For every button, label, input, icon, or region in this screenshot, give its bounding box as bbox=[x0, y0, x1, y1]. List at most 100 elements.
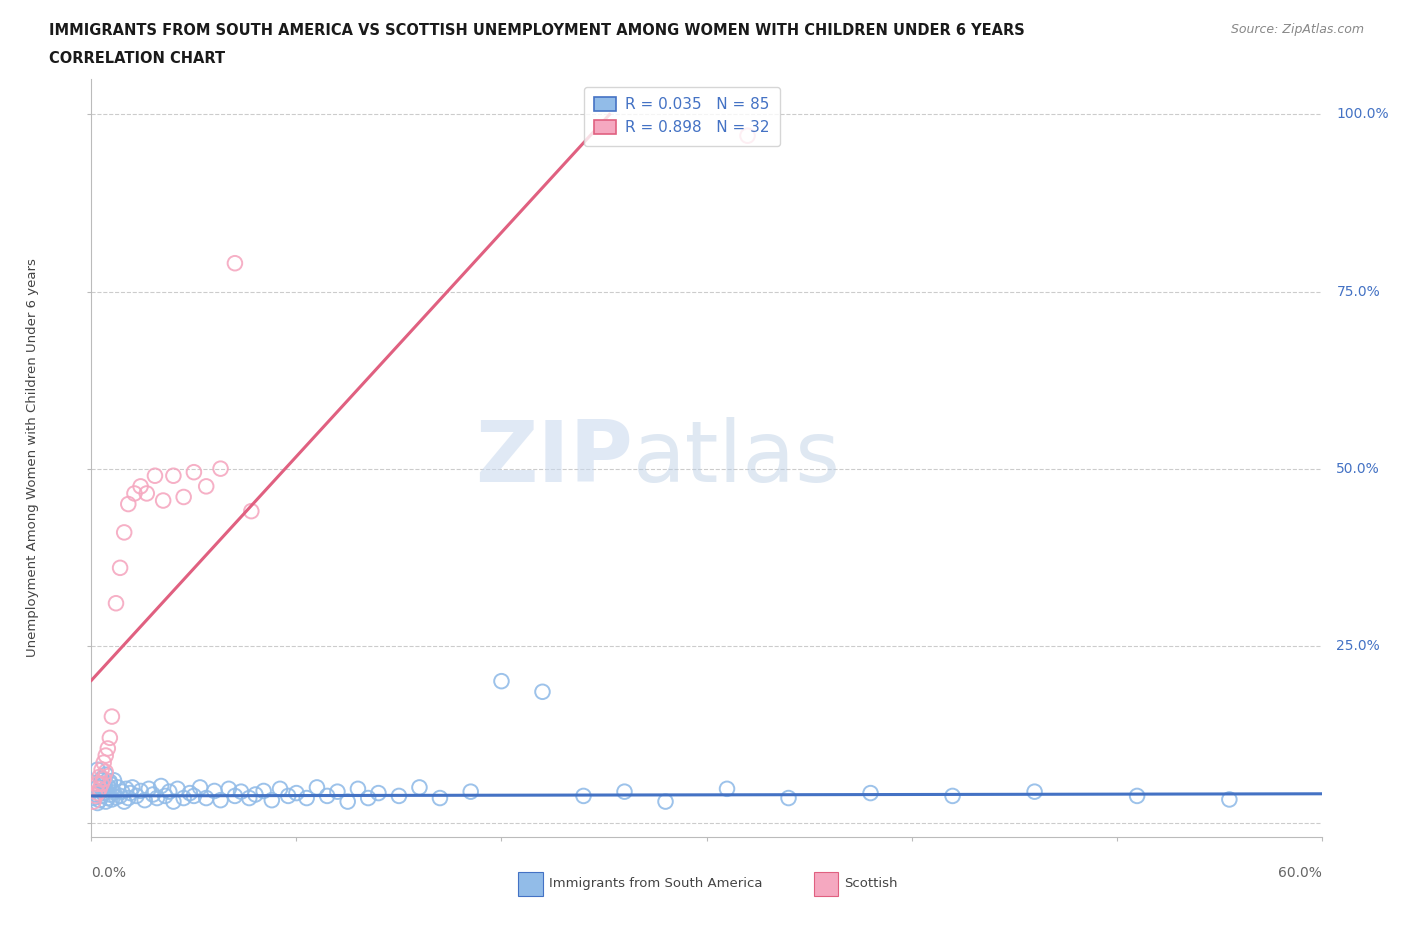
Point bbox=[97, 778, 120, 793]
Point bbox=[238, 790, 260, 805]
Point bbox=[89, 783, 111, 798]
Point bbox=[613, 784, 636, 799]
Point bbox=[93, 772, 115, 787]
Point bbox=[142, 787, 165, 802]
Point bbox=[429, 790, 451, 805]
Point bbox=[408, 780, 430, 795]
Point bbox=[138, 781, 160, 796]
Point bbox=[224, 256, 246, 271]
Point bbox=[195, 790, 218, 805]
Point bbox=[1126, 789, 1149, 804]
Point bbox=[125, 789, 148, 804]
Point bbox=[491, 673, 513, 688]
Text: 100.0%: 100.0% bbox=[1336, 108, 1389, 122]
Point bbox=[90, 772, 112, 787]
Legend: R = 0.035   N = 85, R = 0.898   N = 32: R = 0.035 N = 85, R = 0.898 N = 32 bbox=[583, 86, 780, 146]
Point bbox=[183, 789, 205, 804]
Point bbox=[90, 773, 112, 788]
Point bbox=[117, 497, 139, 512]
Point bbox=[89, 769, 111, 784]
FancyBboxPatch shape bbox=[814, 871, 838, 897]
Point bbox=[157, 784, 180, 799]
Point bbox=[90, 789, 112, 804]
Point bbox=[89, 781, 111, 796]
Point bbox=[105, 790, 127, 804]
Point bbox=[98, 777, 121, 791]
Text: IMMIGRANTS FROM SOUTH AMERICA VS SCOTTISH UNEMPLOYMENT AMONG WOMEN WITH CHILDREN: IMMIGRANTS FROM SOUTH AMERICA VS SCOTTIS… bbox=[49, 23, 1025, 38]
Point bbox=[245, 787, 267, 802]
Point bbox=[112, 525, 135, 539]
Point bbox=[202, 783, 225, 798]
Point bbox=[260, 792, 283, 807]
Point bbox=[269, 781, 291, 796]
Point bbox=[94, 764, 117, 779]
Point bbox=[253, 783, 276, 798]
Point bbox=[277, 789, 299, 804]
Point bbox=[218, 781, 240, 796]
Point bbox=[82, 794, 104, 809]
Point bbox=[229, 784, 252, 799]
Point bbox=[179, 786, 201, 801]
Text: ZIP: ZIP bbox=[475, 417, 633, 499]
Point bbox=[86, 777, 108, 791]
Point bbox=[357, 790, 380, 805]
Point bbox=[121, 780, 143, 795]
Point bbox=[531, 684, 554, 699]
Point bbox=[84, 789, 107, 804]
Point bbox=[859, 786, 882, 801]
Point bbox=[173, 489, 195, 504]
Point bbox=[90, 777, 112, 791]
Point bbox=[143, 469, 166, 484]
Point bbox=[90, 763, 112, 777]
Point bbox=[86, 795, 108, 810]
Point bbox=[188, 780, 211, 795]
Point bbox=[84, 787, 107, 802]
Point bbox=[117, 790, 139, 805]
Point bbox=[285, 786, 308, 801]
Point bbox=[105, 596, 127, 611]
Point bbox=[572, 789, 595, 804]
Point bbox=[942, 789, 965, 804]
Point bbox=[367, 786, 389, 801]
Point bbox=[162, 469, 184, 484]
Point bbox=[94, 794, 117, 809]
Point bbox=[162, 794, 184, 809]
Point bbox=[153, 789, 177, 804]
Point bbox=[129, 479, 152, 494]
Point bbox=[195, 479, 218, 494]
Point bbox=[108, 789, 131, 804]
Text: 0.0%: 0.0% bbox=[91, 866, 127, 880]
Point bbox=[94, 748, 117, 763]
Text: 25.0%: 25.0% bbox=[1336, 639, 1381, 653]
Point bbox=[183, 465, 205, 480]
Point bbox=[326, 784, 349, 799]
Point bbox=[111, 784, 134, 799]
Text: 60.0%: 60.0% bbox=[1278, 866, 1322, 880]
Text: Immigrants from South America: Immigrants from South America bbox=[548, 878, 762, 891]
Point bbox=[152, 493, 174, 508]
Point bbox=[107, 780, 129, 795]
Point bbox=[737, 128, 759, 143]
Point bbox=[103, 773, 125, 788]
Point bbox=[101, 710, 124, 724]
Point bbox=[103, 785, 125, 800]
Point bbox=[101, 782, 124, 797]
Point bbox=[115, 781, 138, 796]
Text: Unemployment Among Women with Children Under 6 years: Unemployment Among Women with Children U… bbox=[25, 259, 39, 658]
Text: Scottish: Scottish bbox=[844, 878, 898, 891]
Point bbox=[778, 790, 800, 805]
Point bbox=[82, 790, 104, 805]
Point bbox=[305, 780, 328, 795]
Point bbox=[112, 794, 135, 809]
Text: atlas: atlas bbox=[633, 417, 841, 499]
Point bbox=[460, 784, 482, 799]
Point bbox=[150, 778, 173, 793]
Point bbox=[97, 741, 120, 756]
Point bbox=[93, 786, 115, 801]
Point bbox=[94, 767, 117, 782]
Point bbox=[347, 781, 370, 796]
Point bbox=[124, 486, 146, 501]
Point bbox=[101, 792, 124, 807]
Text: 75.0%: 75.0% bbox=[1336, 285, 1381, 299]
Point bbox=[209, 792, 232, 807]
